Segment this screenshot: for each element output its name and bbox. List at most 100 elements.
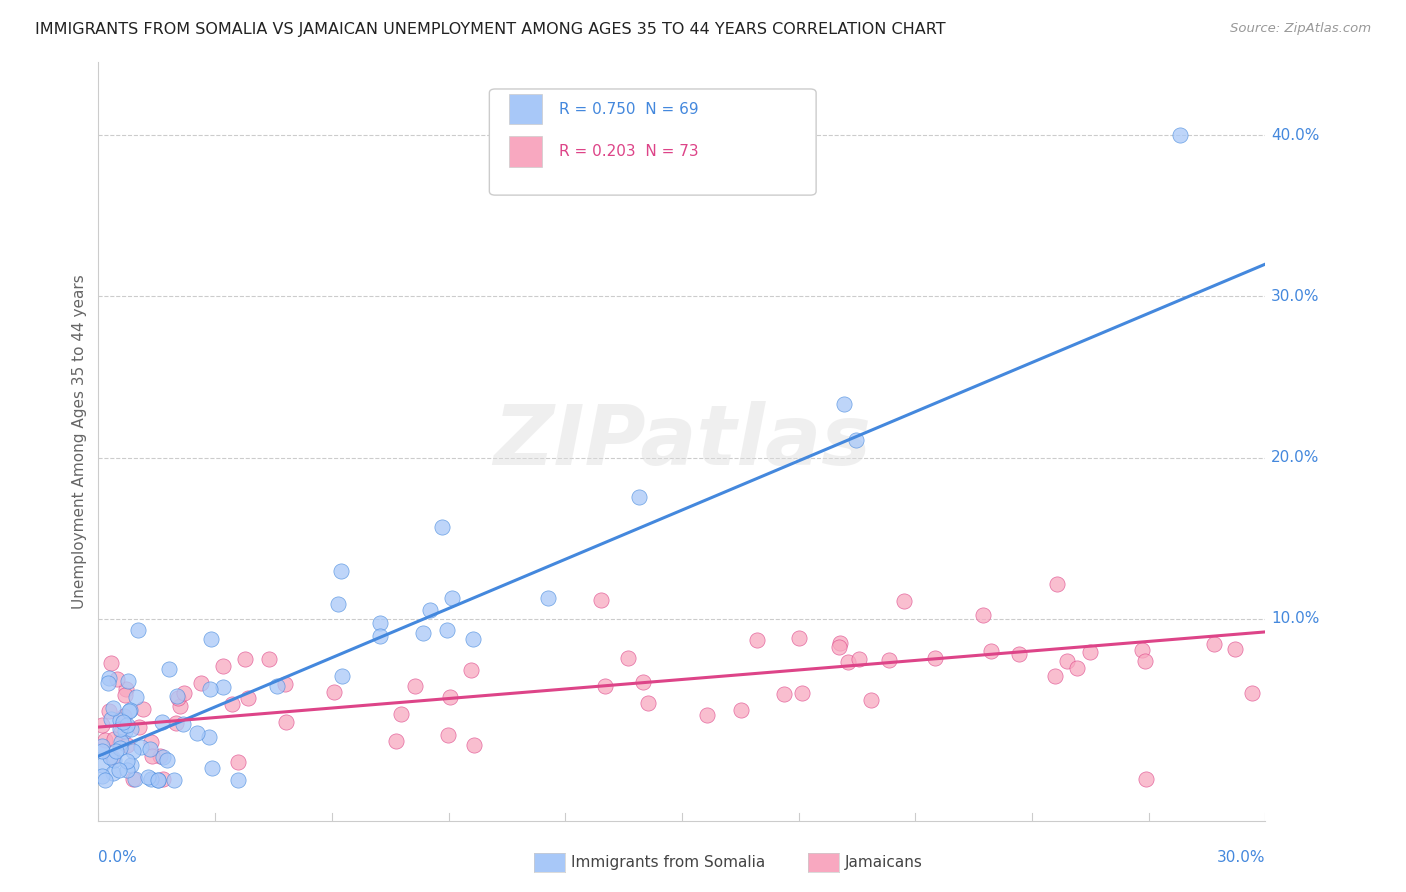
Point xyxy=(132,702,155,716)
Point xyxy=(276,715,298,730)
Text: R = 0.203  N = 73: R = 0.203 N = 73 xyxy=(560,144,699,159)
Point xyxy=(105,744,128,758)
Point xyxy=(138,770,160,784)
Point xyxy=(173,686,195,700)
Point xyxy=(257,652,280,666)
Point xyxy=(860,693,883,707)
Point xyxy=(463,632,485,646)
Point xyxy=(1066,660,1088,674)
Point xyxy=(879,653,901,667)
Point xyxy=(389,707,412,722)
Point xyxy=(787,631,810,645)
Point xyxy=(108,740,131,755)
Point xyxy=(148,773,170,788)
Point xyxy=(110,735,132,749)
Point xyxy=(169,699,191,714)
Text: R = 0.750  N = 69: R = 0.750 N = 69 xyxy=(560,102,699,117)
Point xyxy=(186,726,208,740)
Point xyxy=(124,772,146,786)
Point xyxy=(1135,772,1157,786)
Point xyxy=(322,685,344,699)
Point xyxy=(115,718,138,732)
Point xyxy=(150,714,173,729)
Point xyxy=(165,716,187,731)
Point xyxy=(236,691,259,706)
Point xyxy=(94,773,117,788)
Point xyxy=(368,629,391,643)
Point xyxy=(893,594,915,608)
Point xyxy=(91,744,114,758)
Text: 30.0%: 30.0% xyxy=(1271,289,1320,304)
Text: ZIPatlas: ZIPatlas xyxy=(494,401,870,482)
Point xyxy=(163,773,186,788)
Point xyxy=(924,651,946,665)
Point xyxy=(117,673,139,688)
Point xyxy=(329,564,352,578)
Point xyxy=(1056,654,1078,668)
Point xyxy=(412,626,434,640)
Point xyxy=(139,742,162,756)
Bar xyxy=(509,136,541,167)
Point xyxy=(233,652,256,666)
Point xyxy=(98,671,121,685)
Point xyxy=(845,434,868,448)
Point xyxy=(115,754,138,768)
Point xyxy=(157,662,180,676)
Point xyxy=(430,520,453,534)
Point xyxy=(166,689,188,703)
Point xyxy=(103,731,125,746)
Point xyxy=(103,700,125,714)
Point xyxy=(593,679,616,693)
Point xyxy=(141,748,163,763)
Point xyxy=(115,738,138,752)
Point xyxy=(200,681,222,696)
Point xyxy=(108,722,131,736)
Text: Source: ZipAtlas.com: Source: ZipAtlas.com xyxy=(1230,22,1371,36)
Point xyxy=(330,668,353,682)
Point xyxy=(747,632,769,647)
Y-axis label: Unemployment Among Ages 35 to 44 years: Unemployment Among Ages 35 to 44 years xyxy=(72,274,87,609)
Point xyxy=(107,764,129,778)
Point xyxy=(105,672,128,686)
Point xyxy=(1130,642,1153,657)
Point xyxy=(1168,128,1191,142)
Point xyxy=(115,682,138,697)
Point xyxy=(167,691,190,706)
Point xyxy=(980,644,1002,658)
Point xyxy=(591,592,613,607)
Point xyxy=(1204,637,1226,651)
Point xyxy=(127,623,149,637)
Point xyxy=(972,608,994,623)
Point xyxy=(120,758,142,772)
Point xyxy=(463,738,485,752)
Point xyxy=(1241,686,1264,700)
Point xyxy=(114,688,136,702)
Point xyxy=(274,677,297,691)
Point xyxy=(627,491,650,505)
Point xyxy=(437,728,460,742)
Text: 40.0%: 40.0% xyxy=(1271,128,1320,143)
Point xyxy=(200,632,222,647)
Point xyxy=(228,773,250,788)
Point xyxy=(98,749,121,764)
Point xyxy=(118,704,141,718)
Point xyxy=(91,718,114,732)
Point xyxy=(128,720,150,734)
Point xyxy=(141,734,163,748)
Point xyxy=(124,690,146,705)
Point xyxy=(91,769,114,783)
Point xyxy=(441,591,464,606)
Point xyxy=(103,753,125,767)
Point xyxy=(773,687,796,701)
Point xyxy=(97,704,120,718)
Point xyxy=(730,703,752,717)
Point xyxy=(152,750,174,764)
Point xyxy=(1078,645,1101,659)
Point xyxy=(91,757,114,772)
Point xyxy=(122,772,145,786)
Point xyxy=(152,772,174,786)
Point xyxy=(1046,576,1069,591)
Point xyxy=(384,734,406,748)
Point xyxy=(790,686,813,700)
Point xyxy=(834,397,856,411)
